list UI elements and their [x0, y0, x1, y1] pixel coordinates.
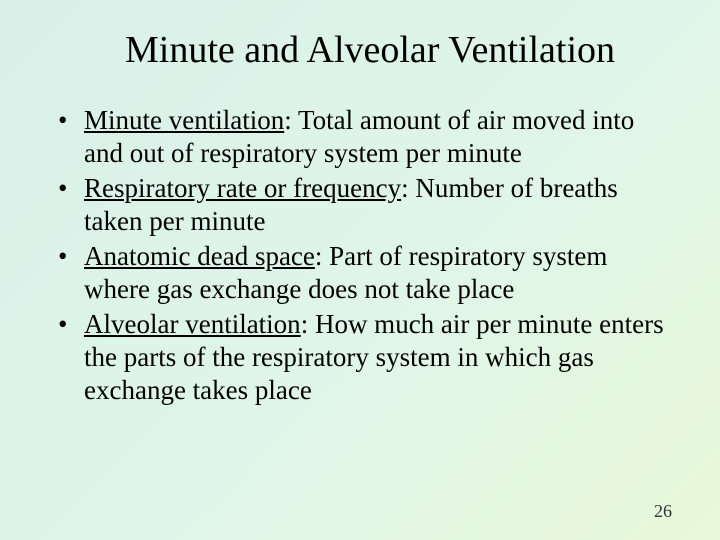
list-item: Anatomic dead space: Part of respiratory… [54, 240, 670, 306]
slide-title: Minute and Alveolar Ventilation [70, 28, 670, 72]
list-item: Minute ventilation: Total amount of air … [54, 104, 670, 170]
slide-container: Minute and Alveolar Ventilation Minute v… [0, 0, 720, 540]
page-number: 26 [654, 501, 672, 522]
bullet-list: Minute ventilation: Total amount of air … [50, 104, 670, 406]
list-item: Alveolar ventilation: How much air per m… [54, 308, 670, 407]
list-item: Respiratory rate or frequency: Number of… [54, 172, 670, 238]
bullet-term: Anatomic dead space [84, 241, 315, 271]
bullet-term: Alveolar ventilation [84, 309, 301, 339]
bullet-term: Minute ventilation [84, 105, 284, 135]
bullet-term: Respiratory rate or frequency [84, 173, 401, 203]
